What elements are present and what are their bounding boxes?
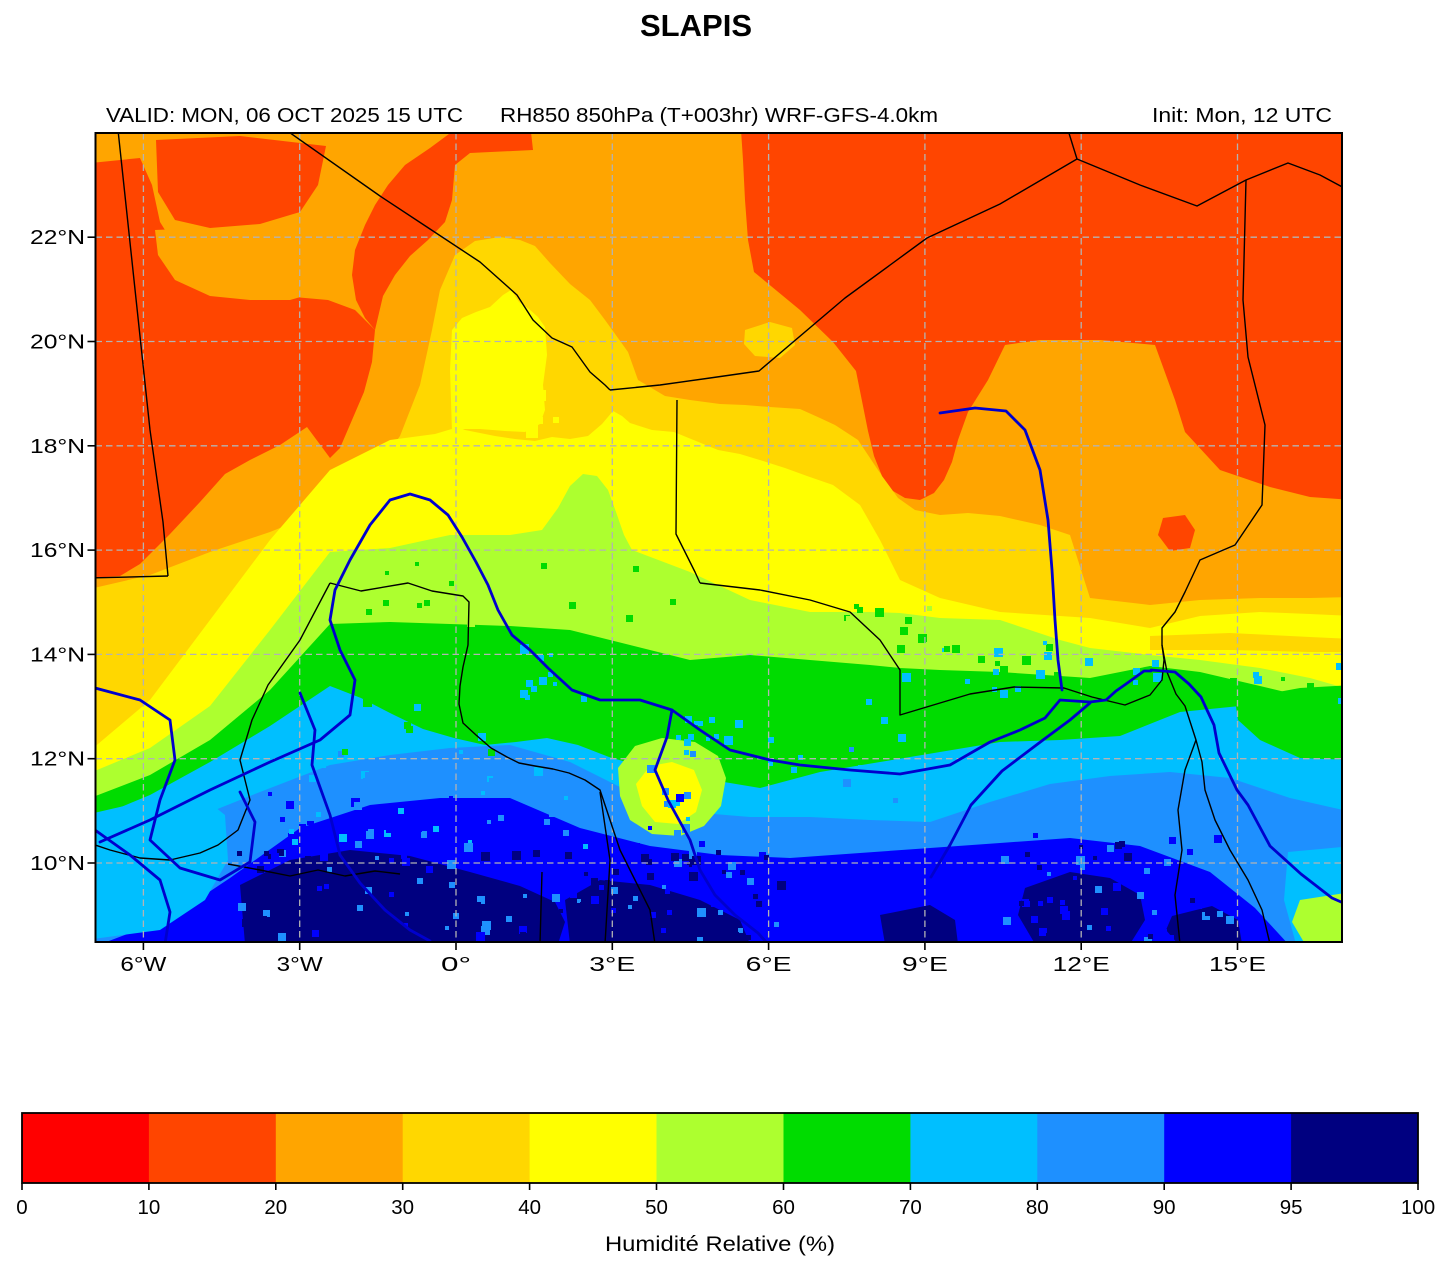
svg-text:VALID: MON, 06 OCT 2025 15 UTC: VALID: MON, 06 OCT 2025 15 UTC (106, 104, 463, 127)
svg-text:3°W: 3°W (277, 953, 324, 976)
svg-text:18°N: 18°N (30, 435, 85, 458)
svg-text:15°E: 15°E (1209, 953, 1266, 976)
svg-text:9°E: 9°E (902, 953, 948, 976)
svg-text:3°E: 3°E (589, 953, 635, 976)
svg-text:10: 10 (137, 1196, 160, 1219)
svg-text:40: 40 (518, 1196, 541, 1219)
svg-text:6°W: 6°W (120, 953, 167, 976)
svg-text:100: 100 (1401, 1196, 1435, 1219)
svg-text:12°E: 12°E (1053, 953, 1110, 976)
svg-text:90: 90 (1153, 1196, 1176, 1219)
svg-text:12°N: 12°N (30, 748, 85, 771)
svg-text:20°N: 20°N (30, 331, 85, 354)
svg-text:6°E: 6°E (746, 953, 792, 976)
svg-text:30: 30 (391, 1196, 414, 1219)
svg-text:95: 95 (1280, 1196, 1303, 1219)
svg-text:RH850 850hPa (T+003hr) WRF-GFS: RH850 850hPa (T+003hr) WRF-GFS-4.0km (500, 104, 938, 127)
svg-text:80: 80 (1026, 1196, 1049, 1219)
svg-text:Humidité Relative (%): Humidité Relative (%) (605, 1233, 835, 1256)
svg-text:22°N: 22°N (30, 226, 85, 249)
svg-text:10°N: 10°N (30, 852, 85, 875)
svg-text:SLAPIS: SLAPIS (640, 8, 752, 43)
svg-text:60: 60 (772, 1196, 795, 1219)
svg-text:70: 70 (899, 1196, 922, 1219)
svg-text:0°: 0° (441, 953, 471, 976)
svg-text:16°N: 16°N (30, 539, 85, 562)
svg-text:Init: Mon, 12 UTC: Init: Mon, 12 UTC (1152, 104, 1332, 127)
svg-text:0: 0 (16, 1196, 27, 1219)
svg-text:14°N: 14°N (30, 643, 85, 666)
svg-text:50: 50 (645, 1196, 668, 1219)
svg-text:20: 20 (264, 1196, 287, 1219)
